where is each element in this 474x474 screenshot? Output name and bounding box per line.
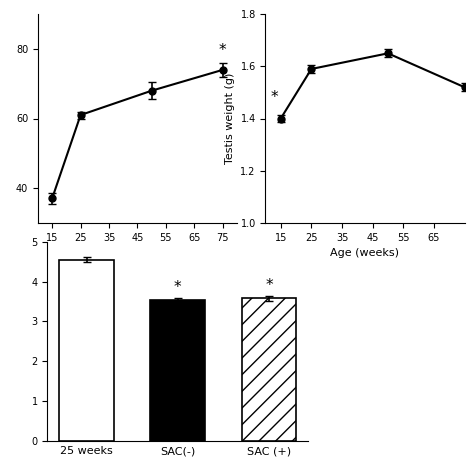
Text: *: * [174, 280, 182, 295]
Text: *: * [219, 43, 227, 58]
Bar [242, 298, 296, 441]
X-axis label: Age (weeks): Age (weeks) [103, 248, 172, 258]
Bar [59, 260, 114, 441]
Y-axis label: Testis weight (g): Testis weight (g) [225, 73, 235, 164]
Bar [150, 300, 205, 441]
X-axis label: Age (weeks): Age (weeks) [330, 248, 400, 258]
Text: *: * [270, 91, 278, 106]
Text: *: * [265, 278, 273, 293]
